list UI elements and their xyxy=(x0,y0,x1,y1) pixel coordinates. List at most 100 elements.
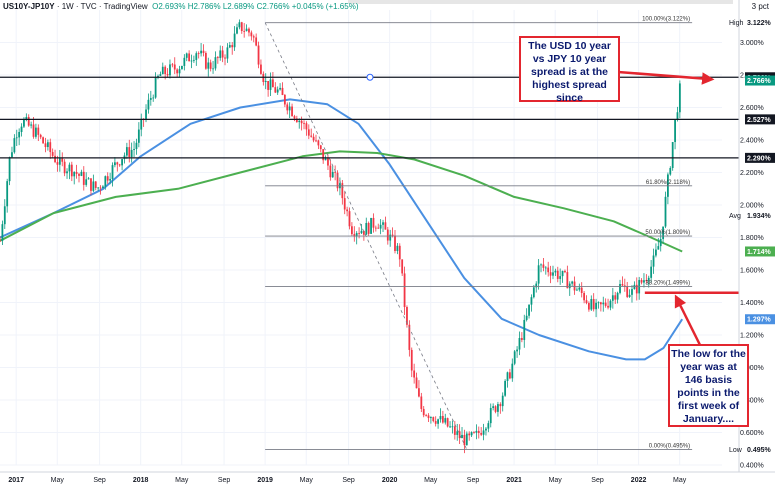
price-tag-label: 2.766% xyxy=(747,78,772,85)
candle-body xyxy=(394,235,396,251)
candle-body xyxy=(0,240,1,242)
candle-body xyxy=(1,224,4,241)
candle-body xyxy=(597,302,600,304)
candle-body xyxy=(39,134,42,138)
candle-body xyxy=(15,137,18,139)
candle-body xyxy=(293,116,296,119)
x-tick-label: May xyxy=(424,477,438,484)
candle-body xyxy=(640,280,643,283)
candle-body xyxy=(87,178,90,180)
x-tick-label: 2017 xyxy=(8,477,24,484)
x-tick-label: Sep xyxy=(218,477,231,484)
candle-body xyxy=(425,415,428,417)
candle-body xyxy=(164,66,167,75)
candle-body xyxy=(559,276,562,279)
candle-body xyxy=(226,47,229,59)
candle-body xyxy=(434,421,437,424)
candle-body xyxy=(599,302,602,305)
candle-body xyxy=(92,181,95,191)
brand-label: TradingView xyxy=(103,2,148,11)
candle-body xyxy=(260,64,262,74)
candle-body xyxy=(49,142,52,153)
candle-body xyxy=(398,245,401,260)
candle-body xyxy=(351,226,353,235)
x-tick-label: Sep xyxy=(467,477,480,484)
candle-body xyxy=(367,222,370,234)
symbol-label[interactable]: US10Y-JP10Y xyxy=(3,2,55,11)
candle-body xyxy=(506,372,509,381)
candle-body xyxy=(66,171,68,174)
candle-body xyxy=(214,57,217,69)
candle-body xyxy=(346,209,349,212)
interval-label[interactable]: 1W xyxy=(61,2,74,11)
y-tick-label: 2.600% xyxy=(740,105,764,112)
fib-retracement[interactable]: 100.00%(3.122%) 61.80%(2.118%) 50.00%(1.80… xyxy=(264,17,693,450)
candle-body xyxy=(128,147,131,158)
candle-body xyxy=(370,217,372,234)
candle-body xyxy=(97,187,100,189)
candle-body xyxy=(324,157,327,161)
price-axis[interactable]: 3.000%2.800%2.600%2.400%2.200%2.000%1.80… xyxy=(729,0,775,472)
candle-body xyxy=(430,417,432,419)
y-tick-label: 1.800% xyxy=(740,235,764,242)
candle-body xyxy=(410,349,413,371)
candle-body xyxy=(674,119,676,143)
bottom-annotation-box[interactable]: The low for the year was at 146 basis po… xyxy=(668,344,749,427)
candle-body xyxy=(372,217,375,228)
candle-body xyxy=(171,64,174,66)
candle-body xyxy=(231,45,234,48)
candle-body xyxy=(44,143,47,148)
candle-body xyxy=(470,432,473,436)
time-axis[interactable]: 2017 May Sep 2018 May Sep 2019 May Sep 2020 May Sep… xyxy=(0,471,775,484)
candle-body xyxy=(475,430,478,433)
candle-body xyxy=(25,116,28,120)
candle-body xyxy=(288,106,291,111)
candle-body xyxy=(528,304,530,316)
candle-body xyxy=(355,233,358,237)
candle-body xyxy=(647,277,650,281)
candle-body xyxy=(566,272,569,289)
candle-body xyxy=(384,222,387,230)
candle-body xyxy=(200,50,202,54)
x-tick-label: May xyxy=(300,477,314,484)
candle-body xyxy=(530,297,533,305)
candle-body xyxy=(228,45,231,48)
candle-body xyxy=(415,377,418,389)
line-handle[interactable] xyxy=(366,73,374,81)
candle-body xyxy=(75,171,78,174)
top-annotation-box[interactable]: The USD 10 year vs JPY 10 year spread is… xyxy=(519,36,620,104)
fib-trend-line[interactable] xyxy=(264,22,468,450)
candle-body xyxy=(489,407,492,424)
candle-body xyxy=(118,164,121,166)
candle-body xyxy=(181,65,183,70)
y-tick-label: 1.600% xyxy=(740,268,764,275)
candle-body xyxy=(262,73,265,83)
candle-body xyxy=(245,28,248,32)
candle-body xyxy=(147,99,150,110)
candle-body xyxy=(195,53,198,60)
candle-body xyxy=(20,126,23,132)
candle-body xyxy=(140,118,143,130)
candle-body xyxy=(145,109,147,119)
candle-body xyxy=(319,145,322,150)
candle-body xyxy=(556,270,559,279)
price-tag-side-label: High xyxy=(729,20,744,27)
candle-body xyxy=(482,430,485,435)
candle-body xyxy=(609,300,612,308)
candle-body xyxy=(233,33,236,48)
fib-level-label: 61.80%(2.118%) xyxy=(646,180,690,186)
candle-body xyxy=(78,173,80,176)
candle-body xyxy=(303,123,305,125)
x-tick-label: May xyxy=(175,477,189,484)
candle-body xyxy=(56,162,59,165)
candle-body xyxy=(61,157,64,162)
price-tag-label: 0.495% xyxy=(747,447,772,454)
candle-body xyxy=(633,284,636,290)
candle-body xyxy=(116,162,119,165)
x-tick-label: Sep xyxy=(93,477,106,484)
y-tick-label: 2.200% xyxy=(740,170,764,177)
candle-body xyxy=(109,178,112,181)
price-tag-side-label: Low xyxy=(729,447,743,454)
candle-body xyxy=(465,433,468,446)
